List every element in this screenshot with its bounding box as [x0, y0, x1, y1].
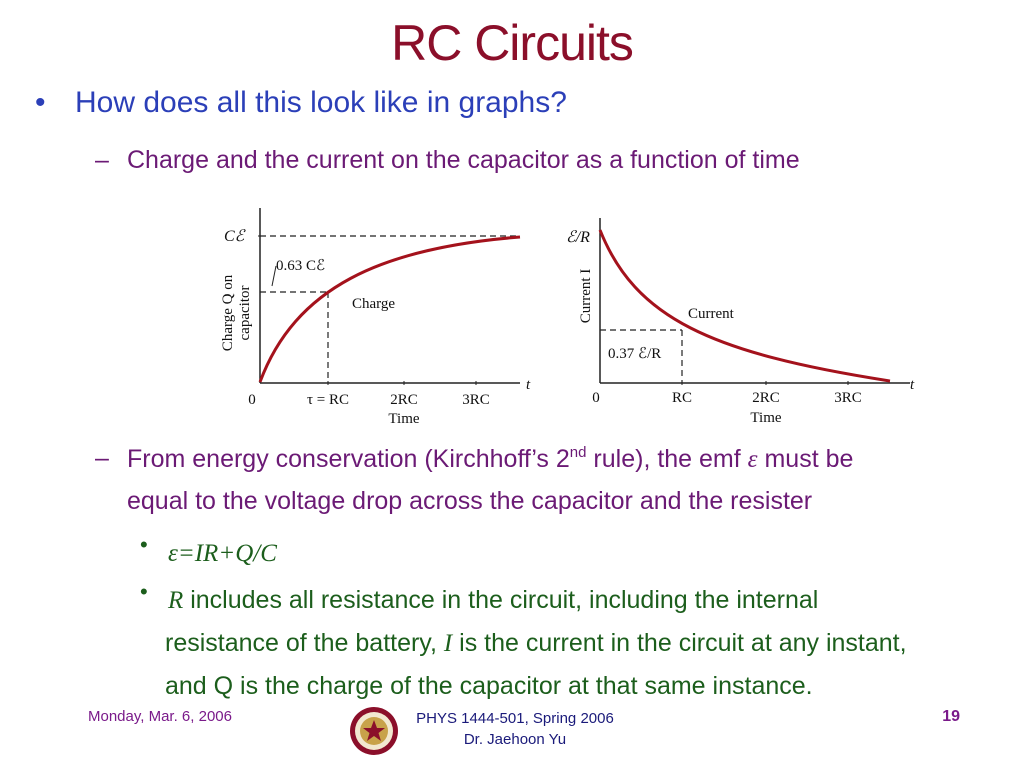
footer-author: Dr. Jaehoon Yu	[463, 731, 567, 748]
current-axis-t: t	[910, 377, 915, 393]
dash-marker: –	[95, 444, 109, 472]
emf-symbol: ε	[747, 446, 758, 473]
current-tick-rc: RC	[672, 390, 692, 406]
charge-tick-0: 0	[248, 392, 256, 408]
bullet-marker: •	[35, 86, 46, 119]
footer-course: PHYS 1444-501, Spring 2006	[416, 710, 614, 727]
charge-graph: Cℰ 0.63 Cℰ Charge Charge Q on capacitor …	[220, 208, 531, 427]
charge-mark-label: 0.63 Cℰ	[276, 258, 325, 274]
current-tick-3rc: 3RC	[834, 390, 862, 406]
current-tick-0: 0	[592, 390, 600, 406]
current-xlabel: Time	[750, 410, 781, 426]
resistance-text-line1: R includes all resistance in the circuit…	[168, 586, 819, 614]
kirchhoff-equation: ε=IR+Q/C	[168, 540, 277, 567]
dash-marker: –	[95, 146, 109, 174]
current-curve	[598, 229, 891, 383]
charge-xlabel: Time	[388, 411, 419, 427]
current-mark-label: 0.37 ℰ/R	[608, 346, 661, 362]
current-graph: ℰ/R 0.37 ℰ/R Current Current I 0 RC 2RC …	[566, 218, 915, 426]
sub-bullet-text: Charge and the current on the capacitor …	[127, 146, 800, 174]
footer-course-info: PHYS 1444-501, Spring 2006 Dr. Jaehoon Y…	[400, 708, 630, 750]
current-ylabel: Current I	[578, 269, 594, 324]
charge-ylabel-2: capacitor	[237, 286, 253, 341]
bullet-marker: •	[140, 579, 148, 604]
sub-bullet-text-line2: equal to the voltage drop across the cap…	[127, 487, 813, 515]
university-seal-icon	[350, 707, 398, 755]
slide-title: RC Circuits	[391, 15, 634, 71]
footer-page-number: 19	[942, 708, 960, 725]
charge-ylabel-1: Charge Q on	[220, 274, 236, 351]
bullet-text: How does all this look like in graphs?	[75, 86, 567, 119]
current-curve-label: Current	[688, 306, 735, 322]
charge-tick-2rc: 2RC	[390, 392, 418, 408]
charge-y-top-label: Cℰ	[224, 228, 247, 245]
bullet-marker: •	[140, 532, 148, 557]
charge-curve-label: Charge	[352, 296, 395, 312]
superscript-nd: nd	[569, 444, 587, 461]
resistance-text-line2: resistance of the battery, I is the curr…	[165, 629, 907, 657]
charge-curve	[258, 235, 521, 383]
sub-bullet-text: From energy conservation (Kirchhoff’s 2n…	[127, 444, 854, 473]
current-y-top-label: ℰ/R	[566, 229, 590, 246]
charge-axis-t: t	[526, 377, 531, 393]
footer-date: Monday, Mar. 6, 2006	[88, 708, 232, 725]
charge-tick-rc: τ = RC	[307, 392, 349, 408]
resistance-text-line3: and Q is the charge of the capacitor at …	[165, 672, 813, 700]
current-tick-2rc: 2RC	[752, 390, 780, 406]
charge-tick-3rc: 3RC	[462, 392, 490, 408]
